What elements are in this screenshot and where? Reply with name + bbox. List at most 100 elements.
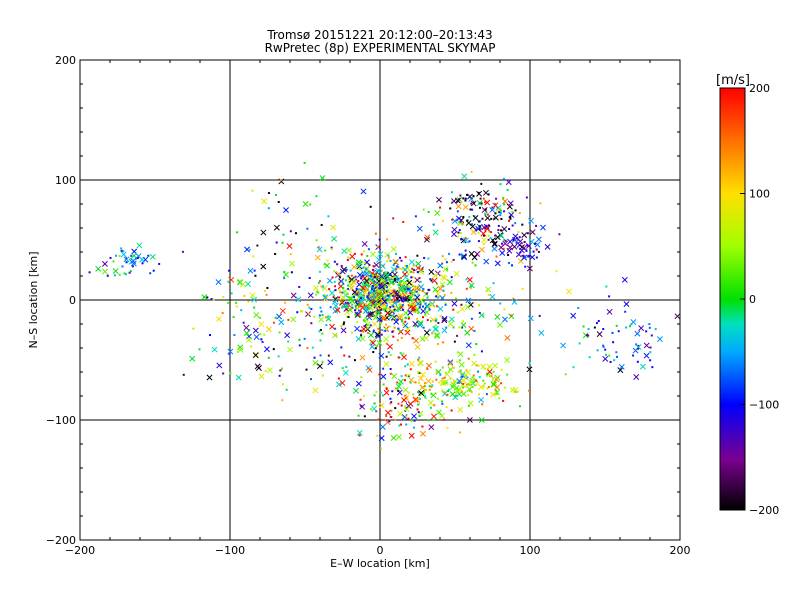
scatter-cross	[347, 295, 354, 302]
scatter-dot	[374, 284, 377, 287]
scatter-cross	[383, 389, 390, 396]
scatter-cross	[411, 413, 418, 420]
scatter-dot	[470, 223, 473, 226]
scatter-dot	[389, 309, 392, 312]
scatter-dot	[348, 355, 351, 358]
scatter-dot	[509, 216, 512, 219]
scatter-dot	[487, 193, 490, 196]
scatter-dot	[416, 254, 419, 257]
scatter-cross	[423, 236, 430, 243]
scatter-dot	[461, 253, 464, 256]
scatter-dot	[383, 290, 386, 293]
scatter-dot	[400, 276, 403, 279]
scatter-dot	[635, 343, 638, 346]
scatter-cross	[378, 402, 385, 409]
scatter-dot	[586, 334, 589, 337]
scatter-dot	[529, 251, 532, 254]
scatter-dot	[118, 254, 121, 257]
scatter-dot	[612, 341, 615, 344]
scatter-cross	[466, 416, 473, 423]
scatter-dot	[588, 356, 591, 359]
scatter-dot	[388, 325, 391, 328]
scatter-dot	[421, 268, 424, 271]
scatter-dot	[404, 299, 407, 302]
scatter-dot	[473, 215, 476, 218]
scatter-dot	[384, 308, 387, 311]
scatter-cross	[440, 274, 447, 280]
scatter-dot	[429, 406, 432, 409]
scatter-dot	[452, 308, 455, 311]
scatter-cross	[329, 290, 336, 296]
scatter-dot	[517, 238, 520, 241]
scatter-dot	[349, 269, 352, 272]
scatter-cross	[316, 246, 323, 253]
scatter-cross	[361, 240, 368, 247]
scatter-cross	[253, 312, 260, 318]
scatter-dot	[512, 297, 515, 300]
scatter-cross	[302, 201, 309, 207]
scatter-dot	[377, 274, 380, 277]
scatter-dot	[408, 287, 411, 290]
scatter-dot	[396, 339, 399, 342]
scatter-dot	[233, 334, 236, 337]
scatter-dot	[487, 234, 490, 237]
scatter-cross	[374, 294, 381, 301]
scatter-dot	[405, 375, 408, 378]
scatter-dot	[478, 225, 481, 228]
scatter-dot	[486, 213, 489, 216]
scatter-dot	[298, 286, 301, 289]
scatter-dot	[478, 228, 481, 231]
scatter-dot	[287, 318, 290, 321]
scatter-dot	[411, 276, 414, 279]
scatter-dot	[235, 305, 238, 308]
scatter-dot	[356, 311, 359, 314]
scatter-dot	[429, 278, 432, 281]
scatter-dot	[387, 257, 390, 260]
scatter-dot	[654, 328, 657, 331]
scatter-dot	[352, 293, 355, 296]
scatter-dot	[404, 316, 407, 319]
scatter-dot	[450, 260, 453, 263]
scatter-dot	[446, 393, 449, 396]
scatter-dot	[252, 255, 255, 258]
scatter-dot	[359, 334, 362, 337]
scatter-dot	[500, 218, 503, 221]
scatter-dot	[419, 268, 422, 271]
scatter-dot	[525, 249, 528, 252]
scatter-dot	[480, 350, 483, 353]
scatter-dot	[280, 367, 283, 370]
scatter-cross	[401, 354, 407, 361]
scatter-dot	[482, 314, 485, 317]
scatter-dot	[378, 238, 381, 241]
scatter-dot	[318, 330, 321, 333]
scatter-cross	[436, 409, 443, 416]
scatter-dot	[376, 345, 379, 348]
scatter-dot	[395, 296, 398, 299]
scatter-dot	[503, 308, 506, 311]
scatter-dot	[436, 397, 439, 400]
scatter-cross	[346, 247, 352, 254]
scatter-dot	[456, 311, 459, 314]
scatter-dot	[499, 214, 502, 217]
scatter-dot	[366, 288, 369, 291]
scatter-cross	[373, 262, 380, 268]
scatter-dot	[407, 279, 410, 282]
scatter-dot	[415, 290, 418, 293]
scatter-dot	[472, 374, 475, 377]
scatter-dot	[474, 264, 477, 267]
scatter-dot	[482, 379, 485, 382]
scatter-dot	[572, 366, 575, 369]
scatter-dot	[649, 351, 652, 354]
scatter-cross	[366, 367, 373, 374]
scatter-dot	[392, 283, 395, 286]
scatter-cross	[402, 266, 409, 273]
scatter-dot	[373, 402, 376, 405]
scatter-dot	[397, 402, 400, 405]
scatter-dot	[381, 329, 384, 332]
scatter-dot	[407, 417, 410, 420]
scatter-dot	[354, 275, 357, 278]
scatter-dot	[136, 256, 139, 259]
scatter-dot	[443, 376, 446, 379]
scatter-dot	[236, 350, 239, 353]
scatter-dot	[451, 218, 454, 221]
